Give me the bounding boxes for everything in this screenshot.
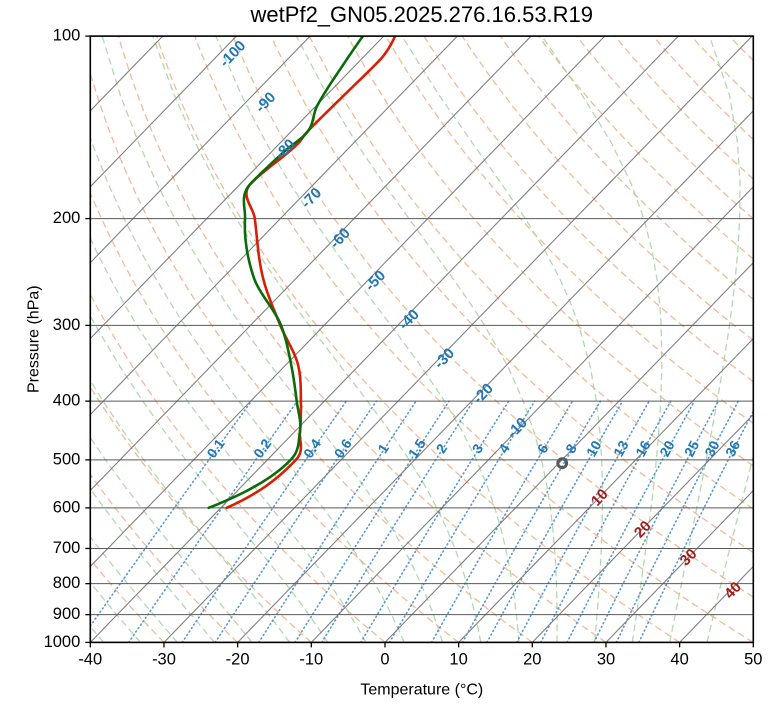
svg-text:40: 40 (670, 650, 688, 668)
svg-text:30: 30 (597, 650, 615, 668)
svg-text:-10: -10 (299, 650, 323, 668)
svg-text:1000: 1000 (44, 633, 81, 651)
svg-text:600: 600 (53, 498, 81, 516)
svg-text:Temperature (°C): Temperature (°C) (360, 681, 483, 698)
svg-text:-40: -40 (78, 650, 102, 668)
svg-text:0: 0 (380, 650, 389, 668)
svg-text:Pressure (hPa): Pressure (hPa) (25, 285, 42, 393)
svg-text:20: 20 (523, 650, 541, 668)
svg-text:500: 500 (53, 450, 81, 468)
svg-text:100: 100 (53, 26, 81, 44)
svg-text:700: 700 (53, 539, 81, 557)
svg-text:900: 900 (53, 605, 81, 623)
svg-text:wetPf2_GN05.2025.276.16.53.R19: wetPf2_GN05.2025.276.16.53.R19 (250, 2, 593, 27)
svg-text:400: 400 (53, 391, 81, 409)
svg-text:800: 800 (53, 574, 81, 592)
svg-text:200: 200 (53, 209, 81, 227)
svg-text:300: 300 (53, 316, 81, 334)
svg-text:-30: -30 (152, 650, 176, 668)
svg-text:10: 10 (449, 650, 467, 668)
svg-text:50: 50 (744, 650, 762, 668)
svg-text:-20: -20 (226, 650, 250, 668)
